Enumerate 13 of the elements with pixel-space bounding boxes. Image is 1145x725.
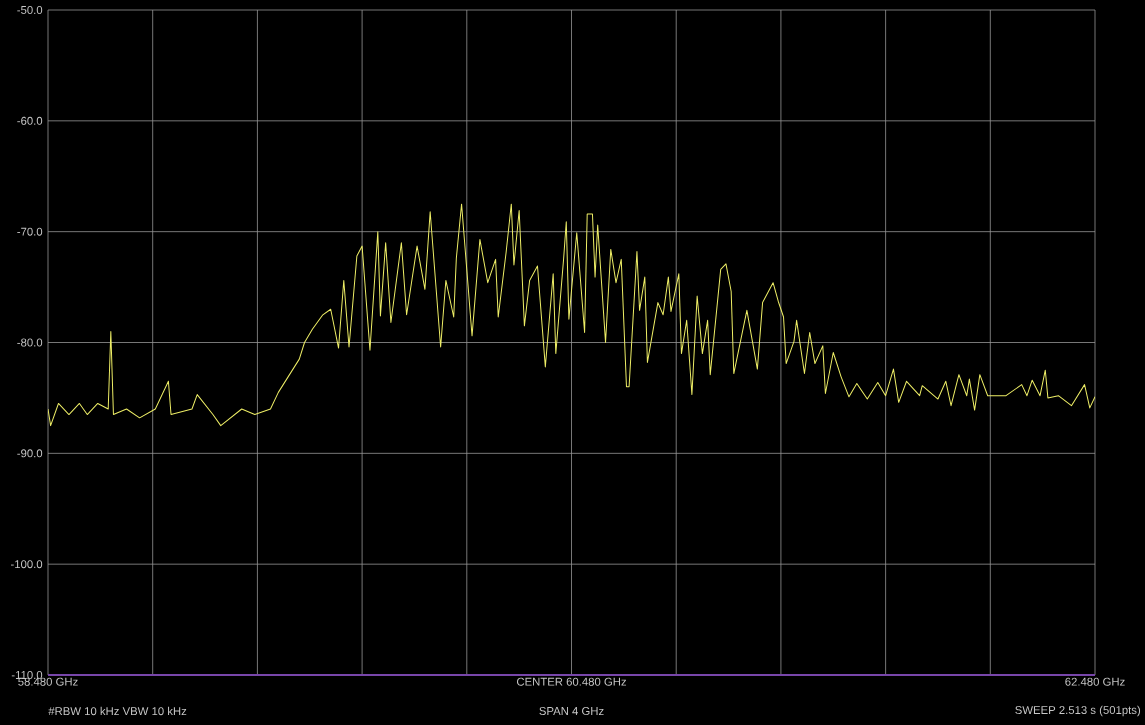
x-tick-label: CENTER 60.480 GHz bbox=[516, 677, 627, 686]
y-tick-label: -90.0 bbox=[17, 449, 43, 458]
y-tick-label: -110.0 bbox=[11, 671, 43, 679]
y-tick-label: -70.0 bbox=[17, 227, 43, 236]
y-tick-label: -50.0 bbox=[17, 6, 43, 15]
x-tick-label: 62.480 GHz bbox=[1065, 677, 1125, 686]
text: SPAN 4 GHz bbox=[539, 707, 604, 716]
text: SWEEP 2.513 s (501pts) bbox=[1015, 705, 1141, 717]
text: #RBW 10 kHz VBW 10 kHz bbox=[48, 706, 187, 716]
y-tick-label: -60.0 bbox=[17, 116, 43, 125]
y-tick-label: -100.0 bbox=[10, 560, 43, 569]
y-tick-label: -80.0 bbox=[17, 338, 43, 347]
x-tick-label: 58.480 GHz bbox=[18, 677, 78, 686]
